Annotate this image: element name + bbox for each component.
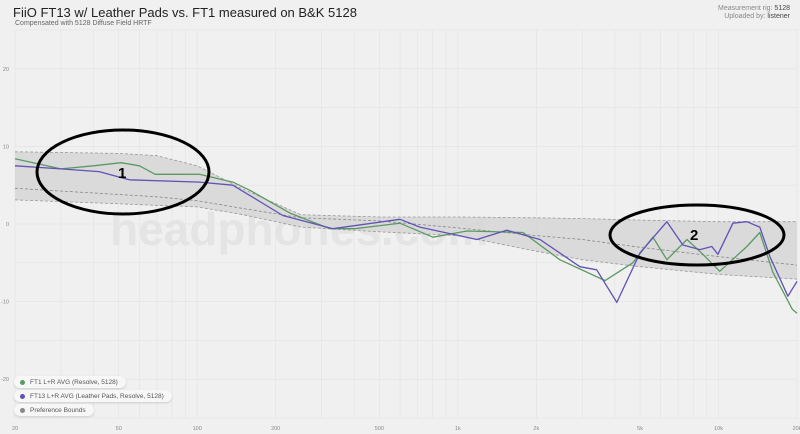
y-tick-label: -20 <box>1 377 9 383</box>
uploader-label: Uploaded by: <box>724 13 766 20</box>
legend-item-ft13[interactable]: FT13 L+R AVG (Leather Pads, Resolve, 512… <box>14 390 172 402</box>
rig-value: 5128 <box>774 5 790 12</box>
y-tick-label: 20 <box>3 67 9 73</box>
annotation-ellipse-1 <box>35 128 211 216</box>
legend-dot-icon <box>20 393 25 399</box>
y-tick-label: 0 <box>6 222 9 228</box>
y-tick-label: 10 <box>3 144 9 150</box>
preference-lower-bound <box>14 199 798 280</box>
x-tick-label: 10k <box>714 426 723 432</box>
annotation-label-1: 1 <box>118 165 126 182</box>
legend-dot-icon <box>20 379 25 385</box>
x-tick-label: 2k <box>533 426 539 432</box>
annotation-ellipse-2 <box>608 203 786 267</box>
x-tick-label: 200 <box>271 426 280 432</box>
annotation-label-2: 2 <box>690 227 698 244</box>
legend-label: FT13 L+R AVG (Leather Pads, Resolve, 512… <box>30 392 164 400</box>
ft13-response-line <box>14 165 798 304</box>
rig-label: Measurement rig: <box>718 5 773 12</box>
x-tick-label: 100 <box>193 426 202 432</box>
chart-title: FiiO FT13 w/ Leather Pads vs. FT1 measur… <box>13 5 357 20</box>
legend-label: Preference Bounds <box>30 406 86 414</box>
x-tick-label: 50 <box>116 426 122 432</box>
preference-upper-bound <box>14 151 797 223</box>
uploader-value: listener <box>767 13 790 20</box>
legend-dot-icon <box>20 407 25 413</box>
x-tick-label: 20k <box>793 426 800 432</box>
x-tick-label: 1k <box>455 426 461 432</box>
x-tick-label: 5k <box>637 426 643 432</box>
x-tick-label: 20 <box>12 426 18 432</box>
legend-item-preference-bounds[interactable]: Preference Bounds <box>14 404 94 416</box>
measurement-info: Measurement rig: 5128 Uploaded by: liste… <box>718 5 790 21</box>
y-tick-label: -10 <box>1 300 9 306</box>
preference-target <box>14 187 798 266</box>
x-tick-label: 500 <box>375 426 384 432</box>
legend-label: FT1 L+R AVG (Resolve, 5128) <box>30 378 118 386</box>
legend-item-ft1[interactable]: FT1 L+R AVG (Resolve, 5128) <box>14 376 126 388</box>
chart-subtitle: Compensated with 5128 Diffuse Field HRTF <box>15 20 152 27</box>
